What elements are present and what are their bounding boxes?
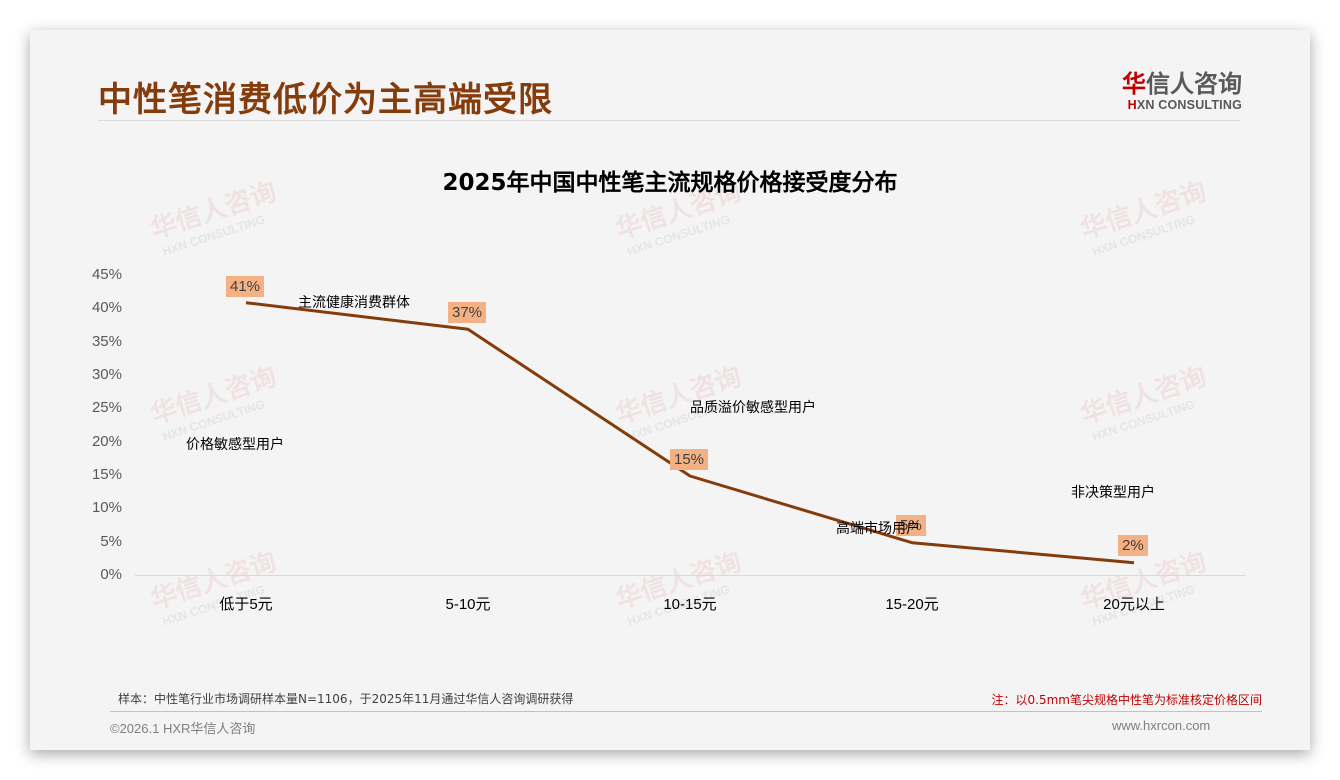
title-divider <box>98 120 1240 121</box>
data-label: 41% <box>226 276 265 297</box>
line-series <box>245 301 1135 565</box>
page-title: 中性笔消费低价为主高端受限 <box>98 80 553 120</box>
slide: 中性笔消费低价为主高端受限 华信人咨询 HXN CONSULTING 华信人咨询… <box>30 30 1310 750</box>
y-tick: 5% <box>100 533 122 550</box>
data-label: 15% <box>670 449 709 470</box>
y-tick: 30% <box>91 366 122 383</box>
x-tick: 20元以上 <box>1103 596 1165 613</box>
footer-divider <box>110 711 1262 712</box>
annotation-high-end: 高端市场用户 <box>836 521 920 537</box>
x-axis-line <box>135 575 1245 576</box>
logo-cn-text: 信人咨询 <box>1146 70 1242 98</box>
annotation-quality-premium: 品质溢价敏感型用户 <box>690 400 816 416</box>
x-tick: 5-10元 <box>445 596 491 613</box>
x-tick: 15-20元 <box>885 596 939 613</box>
annotation-price-sensitive: 价格敏感型用户 <box>186 437 284 453</box>
annotation-mainstream: 主流健康消费群体 <box>298 295 410 311</box>
price-note: 注：以0.5mm笔尖规格中性笔为标准核定价格区间 <box>991 693 1262 707</box>
data-label: 5% <box>896 515 926 536</box>
y-tick: 0% <box>100 566 122 583</box>
logo-en-text: XN CONSULTING <box>1136 98 1242 112</box>
logo-cn: 华信人咨询 <box>1110 64 1242 99</box>
y-tick: 20% <box>91 433 122 450</box>
y-tick: 25% <box>91 399 122 416</box>
x-tick: 低于5元 <box>219 596 273 613</box>
y-tick: 35% <box>91 333 122 350</box>
y-tick: 40% <box>91 299 122 316</box>
y-tick: 45% <box>91 266 122 283</box>
x-tick: 10-15元 <box>663 596 717 613</box>
logo-en: HXN CONSULTING <box>1110 98 1242 112</box>
company-logo: 华信人咨询 HXN CONSULTING <box>1110 64 1242 112</box>
chart-title: 2025年中国中性笔主流规格价格接受度分布 <box>442 170 898 196</box>
y-tick: 10% <box>91 499 122 516</box>
annotation-non-decision: 非决策型用户 <box>1071 485 1155 501</box>
y-tick: 15% <box>91 466 122 483</box>
sample-note: 样本：中性笔行业市场调研样本量N=1106，于2025年11月通过华信人咨询调研… <box>118 692 574 706</box>
data-label: 37% <box>448 302 487 323</box>
logo-en-accent: H <box>1127 98 1137 112</box>
data-label: 2% <box>1118 535 1148 556</box>
copyright: ©2026.1 HXR华信人咨询 <box>110 721 256 736</box>
website-link[interactable]: www.hxrcon.com <box>1112 718 1211 733</box>
logo-accent-char: 华 <box>1122 70 1146 98</box>
